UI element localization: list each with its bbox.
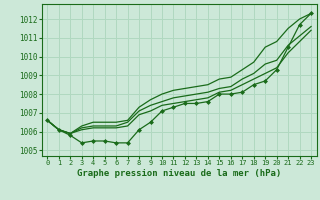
X-axis label: Graphe pression niveau de la mer (hPa): Graphe pression niveau de la mer (hPa) — [77, 169, 281, 178]
